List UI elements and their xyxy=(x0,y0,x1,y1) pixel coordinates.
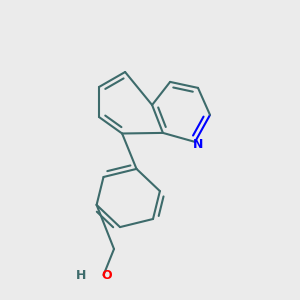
Text: O: O xyxy=(101,268,112,282)
Text: H: H xyxy=(76,268,86,282)
Text: N: N xyxy=(193,138,203,152)
